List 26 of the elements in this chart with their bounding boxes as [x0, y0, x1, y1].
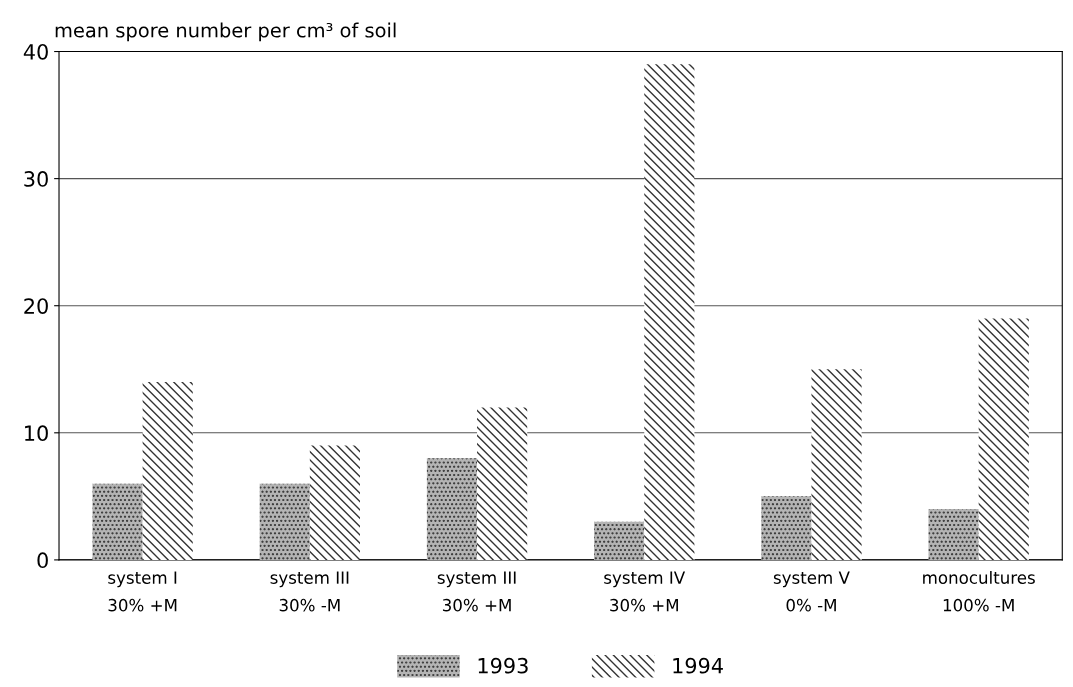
x-tick-label: system III 30% -M	[270, 571, 349, 612]
bar	[644, 64, 695, 560]
bar	[309, 445, 360, 560]
x-tick-label: system V 0% -M	[773, 571, 850, 612]
bar	[142, 381, 193, 560]
bar	[594, 521, 645, 560]
bar	[477, 407, 528, 560]
y-tick-label: 30	[24, 171, 48, 187]
y-axis-title: mean spore number per cm³ of soil	[55, 22, 396, 42]
legend-label: 1994	[673, 657, 723, 674]
bar	[978, 318, 1029, 560]
y-tick-label: 20	[24, 298, 48, 314]
legend-label: 1993	[478, 657, 528, 674]
y-tick-label: 10	[25, 425, 48, 442]
bar	[928, 509, 979, 560]
x-tick-label: system III 30% +M	[437, 571, 516, 612]
bar	[259, 483, 310, 560]
y-tick-label: 0	[37, 552, 48, 569]
y-tick-label: 40	[23, 43, 48, 60]
bar	[761, 496, 812, 560]
bar	[811, 369, 862, 560]
bar	[426, 458, 478, 560]
bar	[92, 483, 143, 560]
x-tick-label: system IV 30% +M	[604, 571, 686, 612]
x-tick-label: system I 30% +M	[108, 571, 177, 612]
x-tick-label: monocultures 100% -M	[923, 571, 1035, 612]
